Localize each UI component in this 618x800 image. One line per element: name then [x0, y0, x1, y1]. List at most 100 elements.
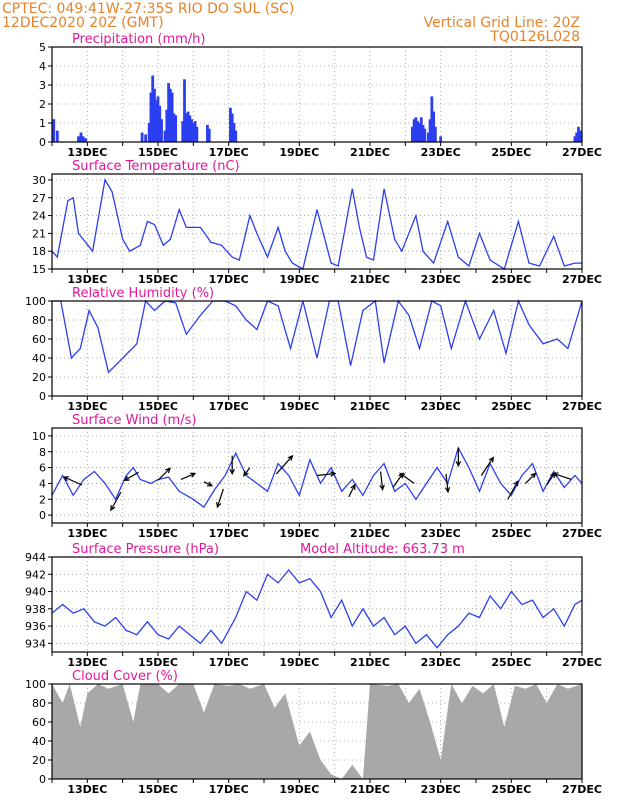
temp-series-line: [51, 178, 582, 271]
precip-bar: [206, 124, 209, 142]
precip-bar: [230, 113, 234, 142]
x-tick-label: 13DEC: [67, 783, 107, 796]
wind-arrow: [203, 481, 214, 487]
y-tick-label: 0: [39, 773, 46, 786]
y-tick-label: 80: [32, 314, 46, 327]
x-tick-label: 21DEC: [350, 273, 390, 286]
temp-frame: [51, 173, 583, 270]
x-tick-label: 27DEC: [562, 146, 602, 159]
precip-bar: [573, 136, 577, 142]
x-tick-label: 21DEC: [350, 146, 390, 159]
precip-bar: [144, 134, 148, 142]
x-tick-label: 25DEC: [491, 273, 531, 286]
wind-arrow: [275, 454, 294, 475]
precip-bar: [170, 92, 174, 142]
precip-bar: [419, 117, 423, 142]
x-tick-label: 17DEC: [209, 273, 249, 286]
x-tick-label: 17DEC: [209, 783, 249, 796]
precip-panel: 0 1 2 3 4 5 13DEC 15DEC 17DEC 19DEC 21DEC 23DEC 25DE…: [39, 32, 602, 159]
precip-bar: [430, 96, 434, 142]
x-tick-label: 19DEC: [279, 146, 319, 159]
model-altitude: Model Altitude: 663.73 m: [300, 542, 465, 557]
y-tick-label: 944: [25, 551, 46, 564]
wind-arrow: [316, 471, 337, 477]
y-tick-label: 18: [32, 245, 46, 258]
y-tick-label: 8: [39, 446, 46, 459]
precip-bar: [432, 111, 435, 142]
wind-arrow: [552, 472, 572, 481]
precip-bar: [149, 92, 153, 142]
precip-bar: [433, 126, 437, 142]
x-tick-label: 23DEC: [421, 656, 461, 669]
wind-frame: [51, 427, 583, 524]
precip-bar: [190, 119, 193, 142]
precip-bar: [188, 115, 192, 142]
rh-title: Relative Humidity (%): [72, 286, 214, 301]
rh-series-line: [52, 298, 583, 374]
wind-arrow: [379, 471, 385, 491]
model-code: TQ0126L028: [489, 29, 580, 45]
y-tick-label: 20: [32, 754, 46, 767]
y-tick-label: 60: [32, 333, 46, 346]
x-tick-label: 15DEC: [138, 146, 178, 159]
y-tick-label: 0: [39, 136, 46, 149]
x-tick-label: 27DEC: [562, 656, 602, 669]
x-tick-label: 25DEC: [491, 783, 531, 796]
x-tick-label: 25DEC: [491, 146, 531, 159]
x-tick-label: 17DEC: [209, 656, 249, 669]
y-tick-label: 10: [32, 430, 46, 443]
rh-frame: [51, 300, 583, 397]
wind-arrow: [62, 476, 83, 486]
x-tick-label: 19DEC: [279, 273, 319, 286]
precip-bar: [421, 124, 425, 142]
x-tick-label: 21DEC: [350, 783, 390, 796]
precip-bar: [167, 83, 170, 142]
wind-arrow: [455, 447, 462, 468]
y-tick-label: 940: [25, 586, 46, 599]
y-tick-label: 936: [25, 620, 46, 633]
wind-arrow: [216, 488, 224, 509]
x-tick-label: 25DEC: [491, 400, 531, 413]
precip-bar: [174, 115, 178, 142]
precip-title: Precipitation (mm/h): [72, 32, 205, 47]
precip-bar: [186, 111, 190, 142]
precip-bar: [77, 136, 80, 142]
precip-bar: [183, 79, 186, 142]
x-tick-label: 13DEC: [67, 273, 107, 286]
precip-frame: [51, 46, 583, 143]
y-tick-label: 0: [39, 390, 46, 403]
precip-bar: [81, 136, 85, 142]
y-tick-label: 27: [32, 192, 46, 205]
x-tick-label: 21DEC: [350, 656, 390, 669]
x-tick-label: 17DEC: [209, 527, 249, 540]
pressure-panel: 934 936 938 940 942 944 13DEC 15DEC 17DEC 19DEC 21…: [25, 542, 602, 669]
precip-bar: [426, 132, 430, 142]
precip-bar: [428, 119, 432, 142]
y-tick-label: 2: [39, 98, 46, 111]
wind-arrow: [525, 472, 537, 484]
x-tick-label: 15DEC: [138, 273, 178, 286]
wind-arrow: [123, 471, 139, 481]
y-tick-label: 0: [39, 509, 46, 522]
y-tick-label: 30: [32, 174, 46, 187]
x-tick-label: 15DEC: [138, 783, 178, 796]
pressure-series-line: [51, 568, 583, 649]
x-tick-label: 17DEC: [209, 400, 249, 413]
precip-bar: [55, 130, 59, 142]
station-header: CPTEC: 049:41W-27:35S RIO DO SUL (SC): [2, 1, 294, 17]
x-tick-label: 23DEC: [421, 527, 461, 540]
wind-arrow: [348, 483, 356, 498]
wind-arrow: [444, 473, 451, 494]
precip-bar: [423, 128, 427, 142]
y-tick-label: 934: [25, 637, 46, 650]
precip-bar: [163, 130, 167, 142]
cloud-frame: [51, 683, 583, 780]
x-tick-label: 13DEC: [67, 400, 107, 413]
precip-bar: [52, 119, 56, 142]
x-tick-label: 19DEC: [279, 527, 319, 540]
temp-title: Surface Temperature (nC): [72, 159, 240, 174]
x-tick-label: 23DEC: [421, 146, 461, 159]
y-tick-label: 2: [39, 493, 46, 506]
precip-bar: [577, 126, 580, 142]
